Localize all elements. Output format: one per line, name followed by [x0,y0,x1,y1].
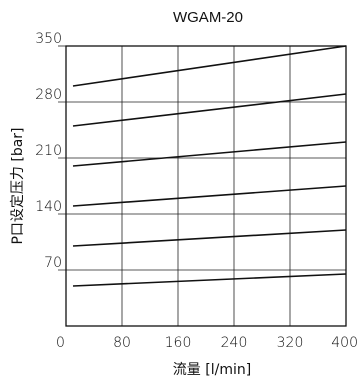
series-group [72,45,347,287]
x-tick-label: 0 [56,335,65,351]
grid [58,45,346,326]
series-line-3 [72,141,347,167]
plot-frame [65,45,347,327]
x-tick-label: 400 [331,335,358,351]
series-line-5 [72,229,347,247]
x-tick-label: 80 [113,335,131,351]
x-tick-labels: 0 80 160 240 320 400 [56,335,358,351]
y-tick-label: 280 [35,87,62,103]
chart-title: WGAM-20 [173,9,243,26]
series-line-2 [72,93,347,127]
x-axis-label: 流量 [l/min] [173,362,251,378]
y-tick-label: 70 [44,255,62,271]
x-tick-label: 320 [277,335,304,351]
x-tick-label: 160 [165,335,192,351]
y-tick-label: 210 [35,143,62,159]
y-tick-label: 350 [35,31,62,47]
y-tick-labels: 70 140 210 280 350 [35,31,62,271]
series-line-4 [72,185,347,207]
series-line-1 [72,45,347,87]
y-axis-label: P口设定压力 [bar] [10,127,26,244]
y-tick-label: 140 [35,199,62,215]
x-tick-label: 240 [221,335,248,351]
series-line-6 [72,273,347,287]
